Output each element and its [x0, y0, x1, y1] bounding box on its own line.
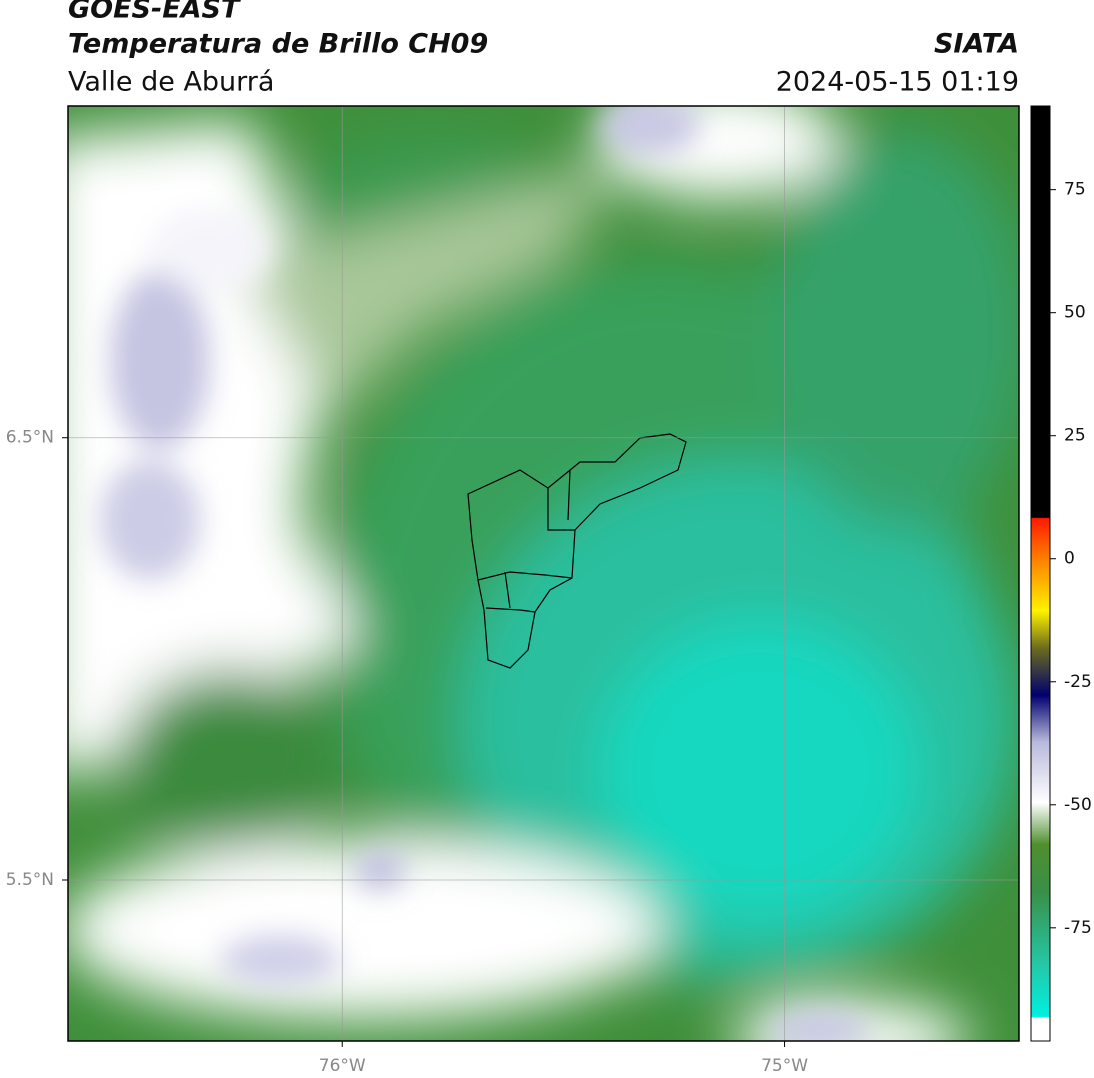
valley-outline: [467, 433, 687, 669]
graticule: [68, 106, 1019, 1041]
y-tick-label: 5.5°N: [6, 870, 54, 890]
colorbar-tick-label: 0: [1064, 549, 1075, 569]
colorbar-tick-label: 25: [1064, 426, 1086, 446]
map-frame: [67, 105, 1020, 1042]
y-tick-label: 6.5°N: [6, 428, 54, 448]
colorbar: [1030, 105, 1051, 1042]
title: GOES-EAST: [68, 0, 242, 25]
colorbar-tick-label: -25: [1064, 672, 1092, 692]
colorbar-tick-label: -75: [1064, 918, 1092, 938]
colorbar-tick-label: 50: [1064, 303, 1086, 323]
region: Valle de Aburrá: [68, 67, 274, 98]
x-tick-label: 75°W: [761, 1056, 808, 1076]
source: SIATA: [934, 29, 1019, 60]
colorbar-tick-label: 75: [1064, 180, 1086, 200]
colorbar-tick-label: -50: [1064, 795, 1092, 815]
timestamp: 2024-05-15 01:19: [776, 67, 1019, 98]
satellite-image: [68, 106, 1019, 1041]
subtitle: Temperatura de Brillo CH09: [68, 29, 488, 60]
x-tick-label: 76°W: [319, 1056, 366, 1076]
